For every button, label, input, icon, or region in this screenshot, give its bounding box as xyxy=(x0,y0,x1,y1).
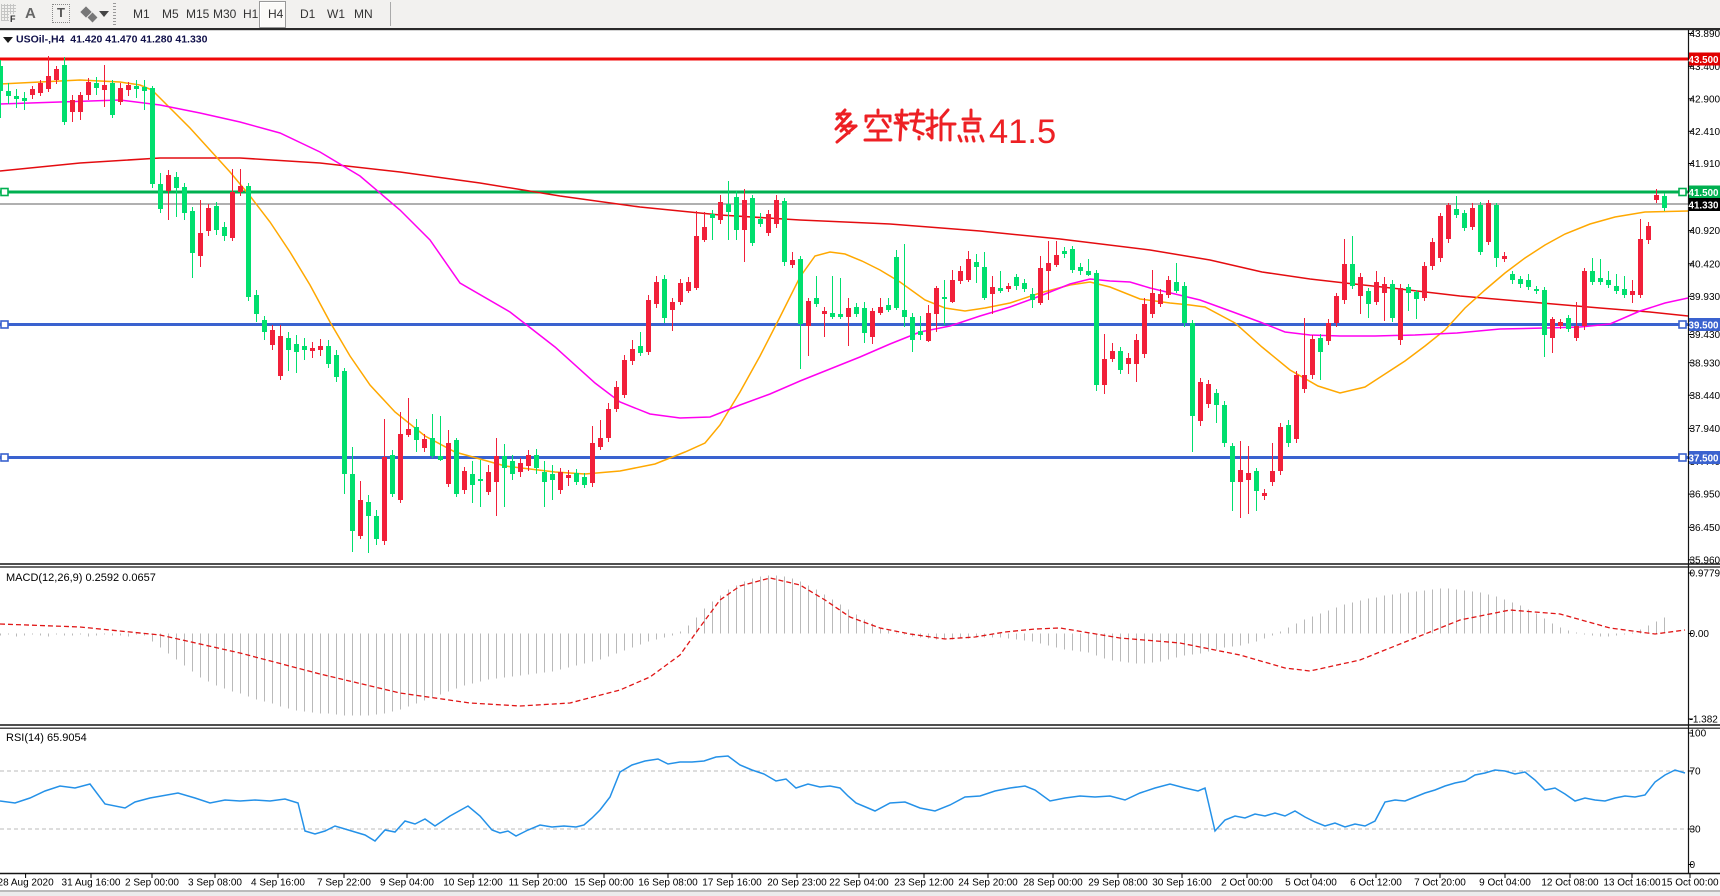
svg-text:30: 30 xyxy=(1690,825,1702,836)
svg-text:15 Sep 00:00: 15 Sep 00:00 xyxy=(574,878,634,889)
svg-text:20 Sep 23:00: 20 Sep 23:00 xyxy=(767,878,827,889)
svg-text:9 Oct 04:00: 9 Oct 04:00 xyxy=(1479,878,1531,889)
svg-text:41.330: 41.330 xyxy=(1689,200,1720,211)
svg-text:35.960: 35.960 xyxy=(1690,555,1720,566)
svg-text:28 Sep 00:00: 28 Sep 00:00 xyxy=(1023,878,1083,889)
svg-text:38.440: 38.440 xyxy=(1690,391,1720,402)
svg-text:USOil-,H4 41.420 41.470 41.28: USOil-,H4 41.420 41.470 41.280 41.330 xyxy=(16,34,208,46)
svg-text:9 Sep 04:00: 9 Sep 04:00 xyxy=(380,878,434,889)
svg-text:70: 70 xyxy=(1690,767,1702,778)
svg-text:40.420: 40.420 xyxy=(1690,259,1720,270)
svg-text:24 Sep 20:00: 24 Sep 20:00 xyxy=(958,878,1018,889)
svg-text:100: 100 xyxy=(1690,729,1707,740)
svg-text:30 Sep 16:00: 30 Sep 16:00 xyxy=(1152,878,1212,889)
svg-text:37.940: 37.940 xyxy=(1690,424,1720,435)
svg-text:40.920: 40.920 xyxy=(1690,226,1720,237)
svg-text:16 Sep 08:00: 16 Sep 08:00 xyxy=(638,878,698,889)
svg-text:22 Sep 04:00: 22 Sep 04:00 xyxy=(829,878,889,889)
svg-text:0.9779: 0.9779 xyxy=(1690,569,1720,580)
svg-text:0: 0 xyxy=(1690,860,1696,871)
svg-text:MACD(12,26,9) 0.2592 0.0657: MACD(12,26,9) 0.2592 0.0657 xyxy=(6,572,156,584)
svg-text:4 Sep 16:00: 4 Sep 16:00 xyxy=(251,878,305,889)
svg-text:17 Sep 16:00: 17 Sep 16:00 xyxy=(702,878,762,889)
svg-text:5 Oct 04:00: 5 Oct 04:00 xyxy=(1285,878,1337,889)
svg-text:23 Sep 12:00: 23 Sep 12:00 xyxy=(894,878,954,889)
svg-text:11 Sep 20:00: 11 Sep 20:00 xyxy=(509,878,568,889)
svg-text:37.500: 37.500 xyxy=(1689,453,1720,464)
svg-text:15 Oct 00:00: 15 Oct 00:00 xyxy=(1661,878,1719,889)
svg-text:28 Aug 2020: 28 Aug 2020 xyxy=(0,878,54,889)
svg-text:39.930: 39.930 xyxy=(1690,292,1720,303)
svg-text:41.910: 41.910 xyxy=(1690,159,1720,170)
svg-text:RSI(14) 65.9054: RSI(14) 65.9054 xyxy=(6,732,87,744)
svg-text:29 Sep 08:00: 29 Sep 08:00 xyxy=(1088,878,1148,889)
svg-text:6 Oct 12:00: 6 Oct 12:00 xyxy=(1350,878,1402,889)
svg-text:43.400: 43.400 xyxy=(1690,62,1720,73)
svg-text:43.500: 43.500 xyxy=(1689,55,1720,66)
svg-text:10 Sep 12:00: 10 Sep 12:00 xyxy=(443,878,503,889)
svg-text:36.950: 36.950 xyxy=(1690,490,1720,501)
svg-text:41.5: 41.5 xyxy=(989,113,1056,151)
svg-text:3 Sep 08:00: 3 Sep 08:00 xyxy=(188,878,242,889)
svg-text:-1.382: -1.382 xyxy=(1690,715,1719,726)
svg-text:41.500: 41.500 xyxy=(1689,188,1720,199)
svg-text:12 Oct 08:00: 12 Oct 08:00 xyxy=(1541,878,1599,889)
svg-text:7 Oct 20:00: 7 Oct 20:00 xyxy=(1414,878,1466,889)
svg-text:2 Sep 00:00: 2 Sep 00:00 xyxy=(125,878,179,889)
svg-text:38.930: 38.930 xyxy=(1690,358,1720,369)
svg-text:2 Oct 00:00: 2 Oct 00:00 xyxy=(1221,878,1273,889)
svg-text:42.900: 42.900 xyxy=(1690,94,1720,105)
svg-text:36.450: 36.450 xyxy=(1690,523,1720,534)
svg-text:0.00: 0.00 xyxy=(1690,629,1710,640)
svg-text:39.500: 39.500 xyxy=(1689,320,1720,331)
svg-text:39.430: 39.430 xyxy=(1690,330,1720,341)
svg-text:42.410: 42.410 xyxy=(1690,127,1720,138)
svg-text:43.890: 43.890 xyxy=(1690,29,1720,40)
svg-text:7 Sep 22:00: 7 Sep 22:00 xyxy=(317,878,371,889)
svg-text:31 Aug 16:00: 31 Aug 16:00 xyxy=(62,878,121,889)
svg-text:13 Oct 16:00: 13 Oct 16:00 xyxy=(1603,878,1661,889)
